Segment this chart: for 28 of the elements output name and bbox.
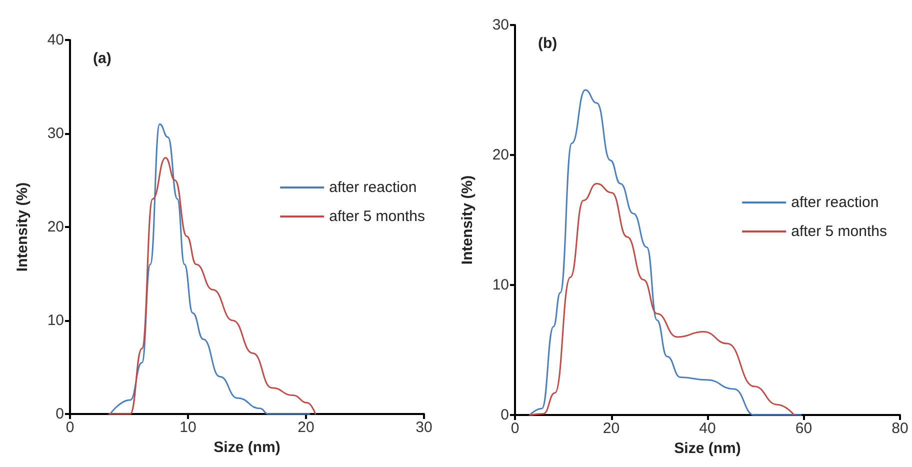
text: (b): [538, 35, 558, 52]
y-axis-title: Intensity (%): [14, 182, 31, 272]
y-tick-label: 20: [492, 146, 509, 164]
x-axis-title: Size (nm): [674, 440, 741, 457]
x-tick-label: 0: [66, 419, 74, 436]
x-tick-label: 20: [602, 420, 620, 437]
x-tick-label: 0: [510, 420, 520, 437]
x-tick-label: 20: [298, 419, 314, 436]
y-tick-label: 0: [500, 406, 509, 424]
y-tick-label: 20: [47, 218, 64, 236]
y-tick-label: 0: [56, 406, 64, 422]
y-tick-label: 10: [47, 312, 64, 329]
text: (a): [93, 50, 112, 67]
y-tick-label: 40: [47, 32, 64, 48]
legend-label: after reaction: [329, 179, 417, 196]
x-axis-title: Size (nm): [214, 438, 280, 456]
y-axis-title: Intensity (%): [459, 175, 476, 265]
y-tick-label: 10: [492, 276, 509, 294]
x-tick-label: 30: [416, 419, 432, 436]
x-tick-label: 60: [795, 420, 812, 437]
legend-label: after reaction: [791, 194, 879, 211]
legend-label: after 5 months: [329, 208, 426, 225]
x-tick-label: 80: [892, 420, 908, 437]
y-tick-label: 30: [492, 16, 509, 34]
legend-label: after 5 months: [791, 223, 888, 240]
x-tick-label: 40: [699, 420, 716, 437]
x-tick-label: 10: [180, 419, 196, 436]
y-tick-label: 30: [47, 125, 64, 142]
